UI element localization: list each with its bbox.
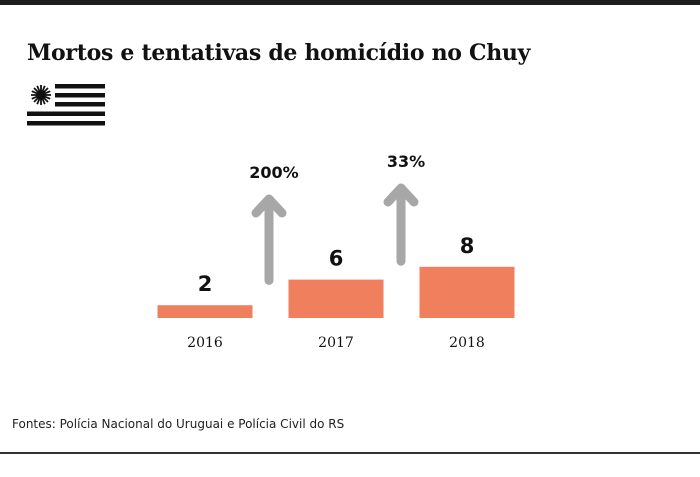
bottom-rule [0,452,700,454]
bar-2016 [157,305,253,318]
uruguay-flag-icon [27,84,105,126]
value-label-2017: 6 [329,247,344,271]
increase-arrow-icon [383,183,419,266]
change-label-2018: 33% [387,152,425,171]
value-label-2018: 8 [460,234,475,258]
page-title: Mortos e tentativas de homicídio no Chuy [27,40,531,66]
value-label-2016: 2 [198,272,213,296]
source-note: Fontes: Polícia Nacional do Uruguai e Po… [12,417,345,431]
increase-arrow-icon [251,194,287,285]
bar-2017 [288,279,384,318]
x-tick-2016: 2016 [187,335,223,351]
top-rule [0,0,700,5]
change-label-2017: 200% [249,163,298,182]
bar-chart: 2 2016 6 2017 8 2018 200% 33% [157,152,515,351]
x-tick-2018: 2018 [449,335,485,351]
x-tick-2017: 2017 [318,335,354,351]
bar-2018 [419,266,515,318]
